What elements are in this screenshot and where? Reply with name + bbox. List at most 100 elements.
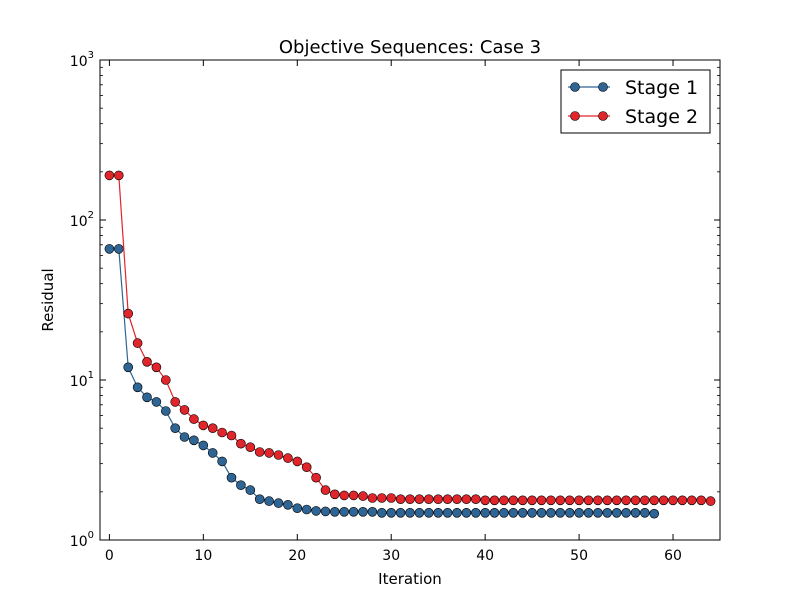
data-point-stage-1 (386, 507, 397, 518)
data-point-stage-1 (142, 392, 152, 403)
legend-marker-stage-1 (598, 82, 608, 92)
data-point-stage-1 (574, 507, 584, 518)
data-point-stage-2 (452, 494, 462, 505)
data-point-stage-1 (339, 506, 350, 517)
data-point-stage-1 (132, 382, 143, 393)
data-point-stage-2 (527, 495, 537, 506)
x-axis-label: Iteration (378, 570, 442, 588)
data-point-stage-2 (480, 495, 491, 506)
data-point-stage-1 (217, 456, 227, 467)
data-point-stage-1 (207, 448, 218, 458)
data-point-stage-2 (621, 495, 631, 506)
data-point-stage-2 (470, 494, 481, 505)
x-tick-label: 60 (664, 548, 682, 564)
data-point-stage-2 (348, 490, 359, 501)
data-point-stage-1 (489, 507, 500, 518)
data-point-stage-2 (245, 442, 256, 453)
data-point-stage-2 (283, 453, 293, 463)
data-point-stage-1 (264, 496, 274, 506)
data-point-stage-2 (114, 170, 124, 181)
data-point-stage-1 (283, 499, 293, 510)
data-point-stage-1 (170, 423, 180, 434)
data-point-stage-2 (329, 489, 340, 500)
data-point-stage-1 (621, 507, 631, 518)
data-point-stage-2 (198, 420, 209, 431)
data-point-stage-2 (358, 491, 368, 501)
data-point-stage-1 (292, 503, 303, 514)
data-point-stage-1 (254, 494, 265, 505)
data-point-stage-1 (236, 480, 246, 491)
plot-area (104, 170, 716, 519)
data-point-stage-2 (442, 494, 453, 505)
data-point-stage-2 (301, 462, 312, 473)
data-point-stage-2 (161, 375, 171, 385)
data-point-stage-2 (273, 450, 284, 460)
legend-marker-stage-2 (570, 111, 580, 121)
data-point-stage-1 (442, 507, 453, 518)
y-tick-label: 100 (70, 530, 94, 550)
data-point-stage-1 (470, 507, 481, 518)
data-point-stage-2 (405, 494, 415, 505)
data-point-stage-2 (217, 427, 227, 438)
data-point-stage-1 (593, 507, 603, 518)
chart-title: Objective Sequences: Case 3 (279, 37, 541, 58)
data-point-stage-1 (161, 406, 171, 416)
data-point-stage-1 (348, 506, 359, 517)
data-point-stage-1 (555, 507, 566, 518)
data-point-stage-2 (546, 495, 556, 506)
data-point-stage-1 (367, 506, 378, 517)
y-tick-label: 101 (70, 370, 94, 390)
data-point-stage-1 (245, 485, 256, 495)
x-tick-label: 20 (288, 548, 306, 564)
data-point-stage-2 (574, 495, 584, 506)
data-point-stage-2 (414, 494, 425, 505)
data-point-stage-2 (677, 495, 688, 506)
data-point-stage-1 (602, 507, 613, 518)
data-point-stage-1 (311, 506, 321, 516)
data-point-stage-2 (517, 495, 528, 506)
legend: Stage 1 Stage 2 (560, 69, 711, 134)
data-point-stage-2 (236, 438, 246, 449)
data-point-stage-1 (546, 507, 556, 518)
data-point-stage-2 (423, 494, 434, 505)
data-point-stage-2 (151, 362, 162, 373)
legend-marker-stage-2 (598, 111, 608, 121)
data-point-stage-2 (123, 308, 133, 319)
data-point-stage-2 (132, 338, 143, 348)
data-point-stage-1 (414, 507, 425, 518)
data-point-stage-1 (564, 507, 575, 518)
data-point-stage-1 (301, 504, 312, 515)
data-point-stage-2 (658, 495, 669, 506)
x-tick-label: 0 (105, 548, 114, 564)
data-point-stage-2 (104, 170, 115, 181)
legend-label-stage-2: Stage 2 (625, 106, 698, 128)
data-point-stage-2 (686, 495, 697, 506)
data-point-stage-1 (405, 507, 415, 518)
data-point-stage-1 (611, 507, 622, 518)
data-point-stage-1 (179, 432, 190, 442)
axis-ticks: 0 10 20 30 40 50 60 100 101 102 103 (70, 50, 720, 564)
data-point-stage-1 (583, 507, 594, 518)
data-point-stage-2 (564, 495, 575, 506)
legend-label-stage-1: Stage 1 (625, 77, 698, 99)
data-point-stage-2 (292, 456, 303, 467)
data-point-stage-2 (649, 495, 660, 506)
y-tick-label: 103 (70, 50, 94, 70)
data-point-stage-1 (527, 507, 537, 518)
y-tick-label: 102 (70, 210, 94, 230)
data-point-stage-2 (593, 495, 603, 506)
data-point-stage-2 (489, 495, 500, 506)
data-point-stage-1 (630, 507, 641, 518)
data-point-stage-2 (630, 495, 641, 506)
data-point-stage-2 (320, 485, 331, 495)
data-point-stage-1 (517, 507, 528, 518)
data-point-stage-2 (433, 494, 444, 505)
data-point-stage-2 (508, 495, 519, 506)
data-point-stage-2 (264, 448, 274, 458)
data-point-stage-2 (179, 405, 190, 415)
data-point-stage-2 (395, 494, 406, 505)
data-point-stage-2 (142, 356, 152, 367)
data-point-stage-1 (198, 440, 209, 451)
data-point-stage-2 (499, 495, 509, 506)
data-point-stage-1 (499, 507, 509, 518)
